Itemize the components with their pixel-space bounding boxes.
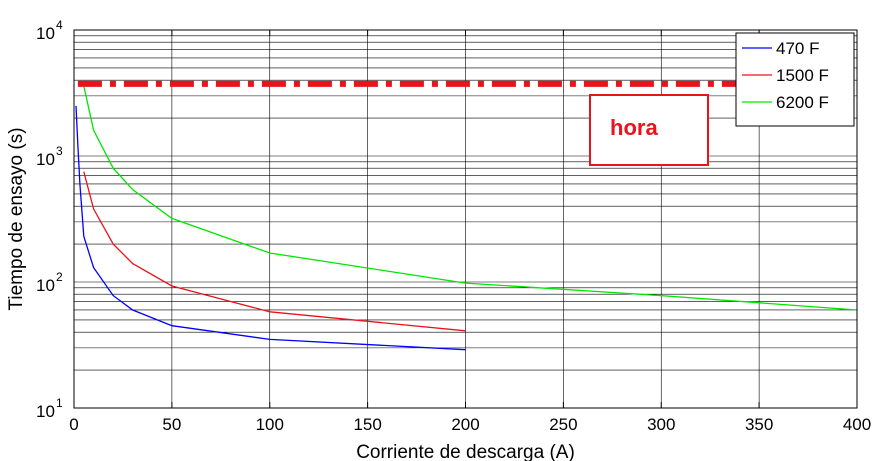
plot-lines: [75, 85, 858, 351]
x-tick-label: 0: [69, 415, 78, 434]
x-tick-label: 100: [256, 415, 284, 434]
grid: [73, 30, 858, 409]
x-tick-label: 350: [745, 415, 773, 434]
x-tick-label: 150: [353, 415, 381, 434]
x-tick-label: 250: [549, 415, 577, 434]
y-tick-exponent: 2: [56, 270, 63, 284]
legend-label-3: 6200 F: [776, 93, 829, 112]
x-tick-label: 400: [843, 415, 871, 434]
x-tick-label: 300: [647, 415, 675, 434]
y-tick-label: 10 1: [36, 396, 63, 421]
legend-label-1: 470 F: [776, 39, 819, 58]
y-tick-exponent: 3: [56, 144, 63, 158]
y-axis-label: Tiempo de ensayo (s): [6, 127, 27, 310]
y-tick-base: 10: [36, 150, 55, 169]
y-tick-base: 10: [36, 276, 55, 295]
legend-label-2: 1500 F: [776, 66, 829, 85]
y-tick-base: 10: [36, 402, 55, 421]
legend: 470 F 1500 F 6200 F: [735, 32, 855, 127]
y-tick-exponent: 4: [56, 18, 63, 32]
series-line-1: [75, 105, 466, 351]
x-axis-label: Corriente de descarga (A): [356, 442, 575, 461]
annotation-text: hora: [610, 115, 658, 140]
series-line-3: [83, 85, 858, 311]
x-tick-label: 200: [451, 415, 479, 434]
y-tick-exponent: 1: [56, 396, 63, 410]
y-tick-label: 10 2: [36, 270, 63, 295]
y-tick-label: 10 4: [36, 18, 63, 43]
x-tick-label: 50: [162, 415, 181, 434]
series-line-2: [83, 171, 466, 332]
y-tick-label: 10 3: [36, 144, 63, 169]
y-tick-base: 10: [36, 24, 55, 43]
annotation-box: hora: [589, 94, 709, 166]
annotation-frame: [589, 94, 709, 166]
